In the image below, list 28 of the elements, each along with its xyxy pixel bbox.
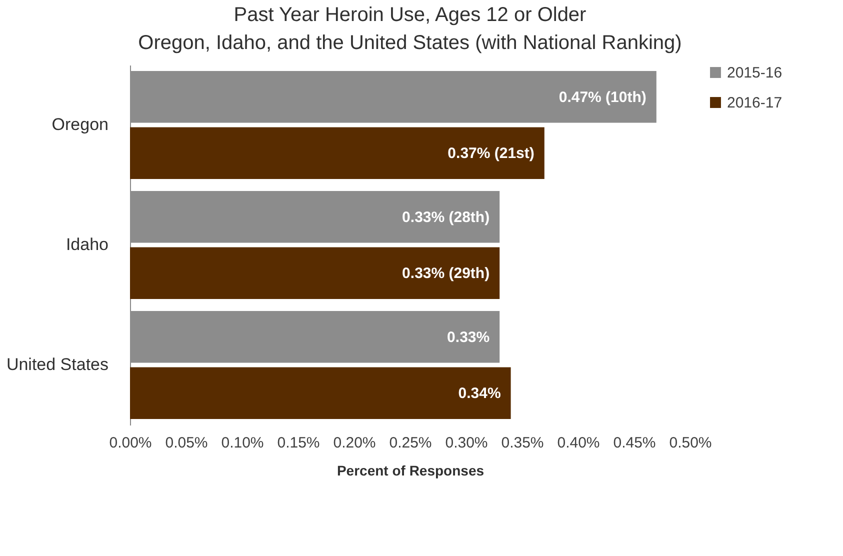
chart-subtitle: Oregon, Idaho, and the United States (with National Ranking) — [138, 32, 682, 54]
data-label: 0.47% (10th) — [558, 88, 646, 106]
x-tick-label: 0.05% — [165, 434, 208, 452]
x-axis-title: Percent of Responses — [336, 462, 484, 478]
data-label: 0.37% (21st) — [448, 145, 534, 162]
x-tick-label: 0.15% — [277, 434, 320, 452]
bar — [130, 127, 544, 179]
x-tick-label: 0.20% — [333, 434, 376, 452]
y-tick-label: Oregon — [52, 115, 108, 134]
x-tick-label: 0.00% — [109, 434, 152, 452]
bar — [130, 367, 511, 419]
x-tick-label: 0.25% — [389, 434, 432, 452]
y-tick-label: Idaho — [66, 235, 108, 254]
x-tick-label: 0.45% — [613, 434, 656, 452]
data-label: 0.34% — [458, 385, 501, 402]
y-tick-label: United States — [6, 355, 108, 374]
legend-label: 2015-16 — [727, 64, 782, 82]
x-tick-label: 0.35% — [501, 434, 544, 452]
x-tick-label: 0.40% — [557, 434, 600, 452]
x-tick-label: 0.30% — [445, 434, 488, 452]
chart-title: Past Year Heroin Use, Ages 12 or Older — [234, 4, 587, 26]
legend-label: 2016-17 — [727, 94, 782, 112]
data-label: 0.33% (28th) — [402, 208, 490, 226]
data-label: 0.33% (29th) — [402, 265, 490, 282]
x-tick-label: 0.10% — [221, 434, 264, 452]
x-tick-label: 0.50% — [669, 434, 712, 452]
bar — [130, 247, 500, 299]
data-label: 0.33% — [447, 328, 490, 346]
